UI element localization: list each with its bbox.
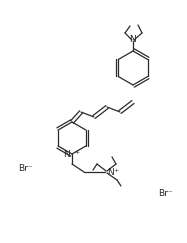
- Text: N: N: [107, 167, 114, 176]
- Text: +: +: [74, 149, 79, 155]
- Text: N: N: [130, 35, 136, 44]
- Text: Br⁻: Br⁻: [18, 164, 33, 173]
- Text: Br⁻: Br⁻: [158, 189, 173, 198]
- Text: +: +: [113, 167, 118, 173]
- Text: N: N: [63, 149, 70, 158]
